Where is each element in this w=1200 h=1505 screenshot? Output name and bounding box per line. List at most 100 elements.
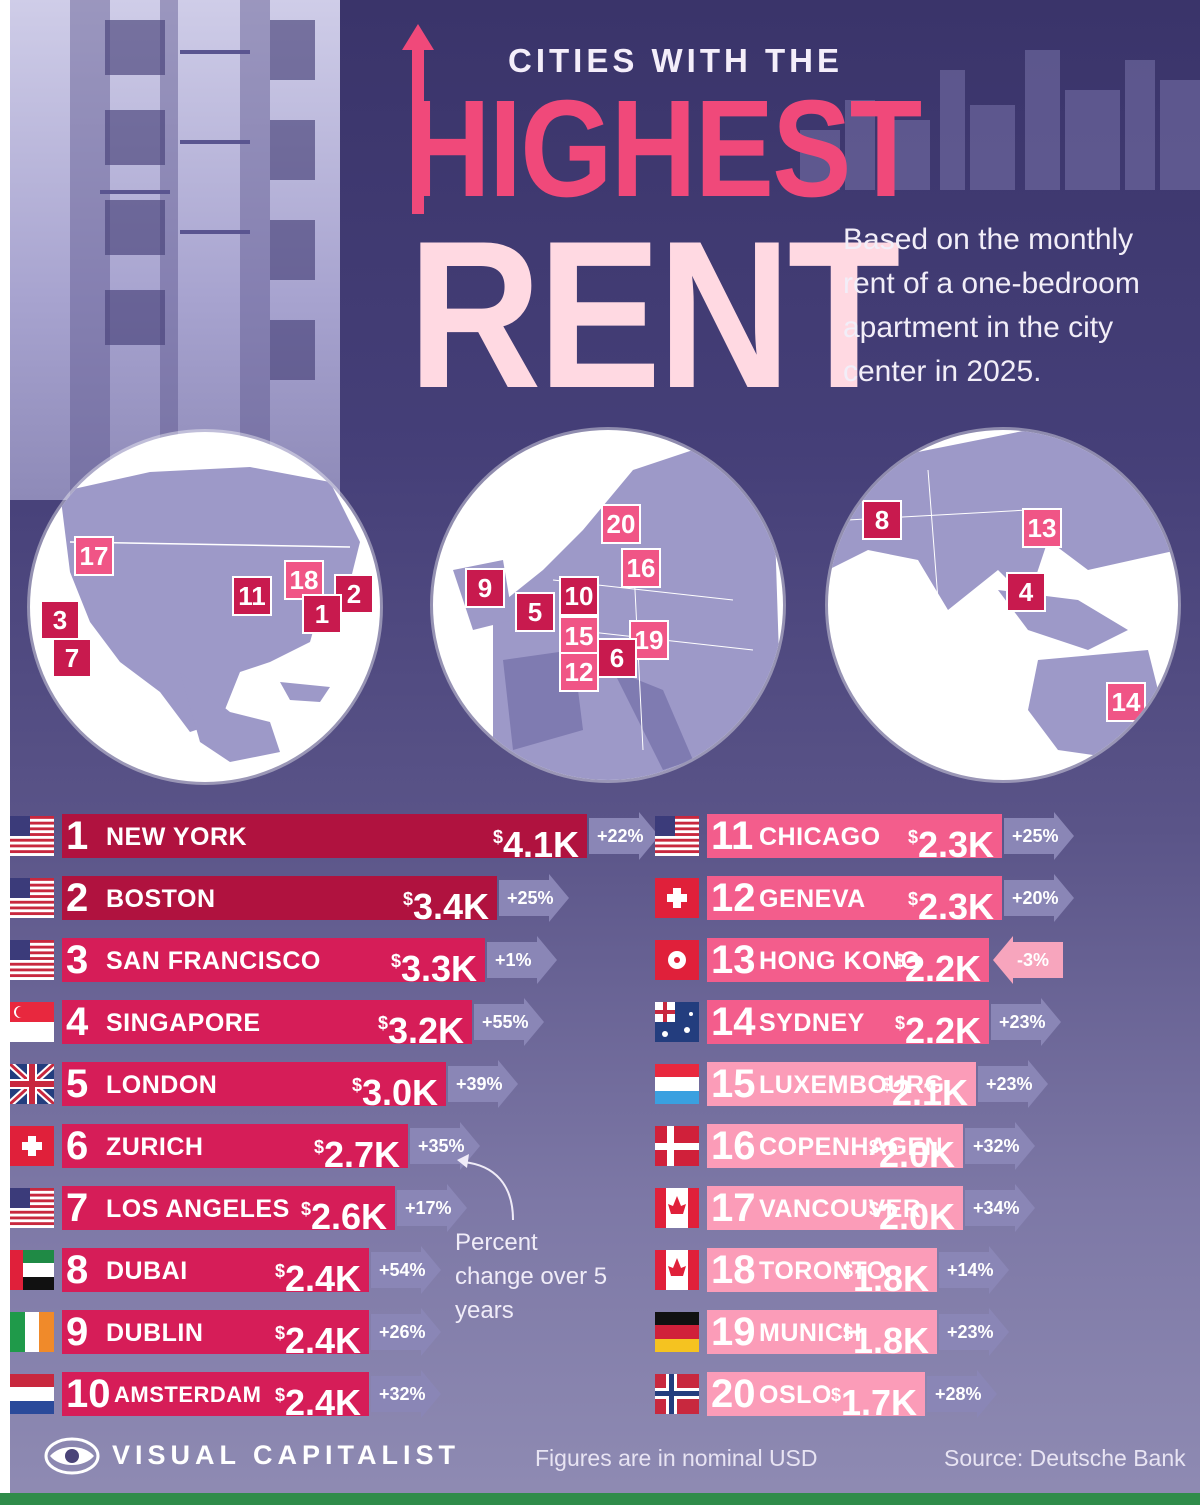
flag-us-icon <box>10 1188 54 1228</box>
title-rent: RENT <box>408 197 900 432</box>
change-up-arrow: +22% <box>589 812 661 860</box>
city-label: LOS ANGELES <box>106 1195 290 1223</box>
bar-row: 3 SAN FRANCISCO $3.3K +1% <box>10 936 610 989</box>
arrow-right-icon <box>474 998 544 1046</box>
value-text: 1.8K <box>852 1320 929 1361</box>
value-label: $3.3K <box>390 948 477 989</box>
rank-label: 20 <box>711 1372 756 1416</box>
rank-label: 7 <box>66 1186 89 1230</box>
globe-north-america: 17 18 2 11 1 3 7 <box>30 432 380 782</box>
change-label: +39% <box>456 1074 503 1094</box>
change-up-arrow: +25% <box>499 874 571 922</box>
rank-label: 16 <box>711 1124 756 1168</box>
city-label: CHICAGO <box>759 823 881 851</box>
change-label: +32% <box>973 1136 1020 1156</box>
city-label: SAN FRANCISCO <box>106 947 321 975</box>
rank-label: 4 <box>66 1000 89 1044</box>
value-text: 2.3K <box>917 886 994 927</box>
arrow-right-icon <box>448 1060 518 1108</box>
arrow-left-icon <box>993 936 1063 984</box>
bar <box>707 1000 989 1044</box>
bar <box>707 1062 976 1106</box>
title-kicker: CITIES WITH THE <box>508 42 843 79</box>
arrow-right-icon <box>939 1308 1009 1356</box>
change-up-arrow: +23% <box>939 1308 1011 1356</box>
bar-row: 4 SINGAPORE $3.2K +55% <box>10 998 610 1051</box>
change-label: +25% <box>1012 826 1059 846</box>
bar <box>707 1124 963 1168</box>
bar <box>707 1248 937 1292</box>
bar <box>62 876 497 920</box>
change-down-arrow: -3% <box>991 936 1063 984</box>
bar <box>62 814 587 858</box>
bar <box>707 1186 963 1230</box>
globe-asia-pacific: 8 13 4 14 <box>828 430 1178 780</box>
rank-label: 19 <box>711 1310 756 1354</box>
map-marker: 18 <box>284 560 324 600</box>
flag-nl-icon <box>10 1374 54 1414</box>
change-up-arrow: +26% <box>371 1308 443 1356</box>
bar-row: 15 LUXEMBOURG $2.1K +23% <box>655 1060 1200 1113</box>
bar <box>62 1062 446 1106</box>
value-label: $3.4K <box>402 886 489 927</box>
arrow-right-icon <box>589 812 659 860</box>
change-up-arrow: +55% <box>474 998 546 1046</box>
map-marker: 20 <box>601 504 641 544</box>
value-text: 2.7K <box>323 1134 400 1175</box>
rank-label: 14 <box>711 1000 756 1044</box>
map-marker: 17 <box>74 536 114 576</box>
value-label: $2.7K <box>313 1134 400 1175</box>
city-label: GENEVA <box>759 885 866 913</box>
flag-de-icon <box>655 1312 699 1352</box>
rank-label: 17 <box>711 1186 756 1230</box>
flag-lu-icon <box>655 1064 699 1104</box>
change-up-arrow: +32% <box>371 1370 443 1418</box>
arrow-right-icon <box>927 1370 997 1418</box>
bar <box>62 1000 472 1044</box>
change-up-arrow: +25% <box>1004 812 1076 860</box>
globe-europe: 20 16 9 10 5 15 19 6 12 <box>433 430 783 780</box>
value-text: 2.4K <box>284 1320 361 1361</box>
source-note: Source: Deutsche Bank <box>944 1445 1186 1471</box>
value-label: $4.1K <box>492 824 579 865</box>
arrow-right-icon <box>965 1122 1035 1170</box>
value-label: $2.2K <box>894 948 981 989</box>
value-label: $2.4K <box>274 1320 361 1361</box>
change-label: +22% <box>597 826 644 846</box>
arrow-right-icon <box>991 998 1061 1046</box>
city-label: LUXEMBOURG <box>759 1071 945 1099</box>
arrow-right-icon <box>397 1184 467 1232</box>
city-label: TORONTO <box>759 1257 887 1285</box>
bar <box>707 876 1002 920</box>
value-text: 2.3K <box>917 824 994 865</box>
value-label: $3.0K <box>351 1072 438 1113</box>
bar-row: 2 BOSTON $3.4K +25% <box>10 874 610 927</box>
bar-row: 6 ZURICH $2.7K +35% <box>10 1122 610 1175</box>
value-text: 3.3K <box>400 948 477 989</box>
arrow-right-icon <box>487 936 557 984</box>
value-label: $2.0K <box>868 1134 955 1175</box>
rank-label: 1 <box>66 814 89 858</box>
change-up-arrow: +34% <box>965 1184 1037 1232</box>
bar-row: 20 OSLO $1.7K +28% <box>655 1370 1200 1423</box>
rank-label: 13 <box>711 938 756 982</box>
change-label: +1% <box>495 950 532 970</box>
change-label: -3% <box>1017 950 1050 970</box>
arrow-right-icon <box>371 1308 441 1356</box>
value-text: 1.7K <box>840 1382 917 1423</box>
bar-row: 14 SYDNEY $2.2K +23% <box>655 998 1200 1051</box>
map-marker: 4 <box>1006 572 1046 612</box>
map-marker: 14 <box>1106 682 1146 722</box>
arrow-right-icon <box>499 874 569 922</box>
city-label: AMSTERDAM <box>114 1382 262 1407</box>
rank-label: 11 <box>711 814 754 858</box>
bar-row: 11 CHICAGO $2.3K +25% <box>655 812 1200 865</box>
flag-us-icon <box>10 940 54 980</box>
city-label: ZURICH <box>106 1133 204 1161</box>
flag-sg-icon <box>10 1002 54 1042</box>
flag-ch-icon <box>655 878 699 918</box>
city-label: VANCOUVER <box>759 1195 922 1223</box>
value-label: $2.1K <box>881 1072 968 1113</box>
value-label: $2.0K <box>868 1196 955 1237</box>
